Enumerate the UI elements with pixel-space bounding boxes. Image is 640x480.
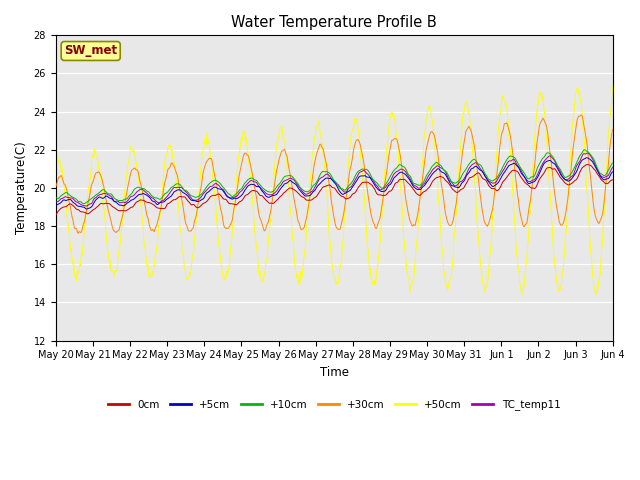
Legend: 0cm, +5cm, +10cm, +30cm, +50cm, TC_temp11: 0cm, +5cm, +10cm, +30cm, +50cm, TC_temp1… [104,396,564,415]
Y-axis label: Temperature(C): Temperature(C) [15,142,28,234]
Title: Water Temperature Profile B: Water Temperature Profile B [231,15,437,30]
Text: SW_met: SW_met [64,45,117,58]
X-axis label: Time: Time [320,366,349,379]
